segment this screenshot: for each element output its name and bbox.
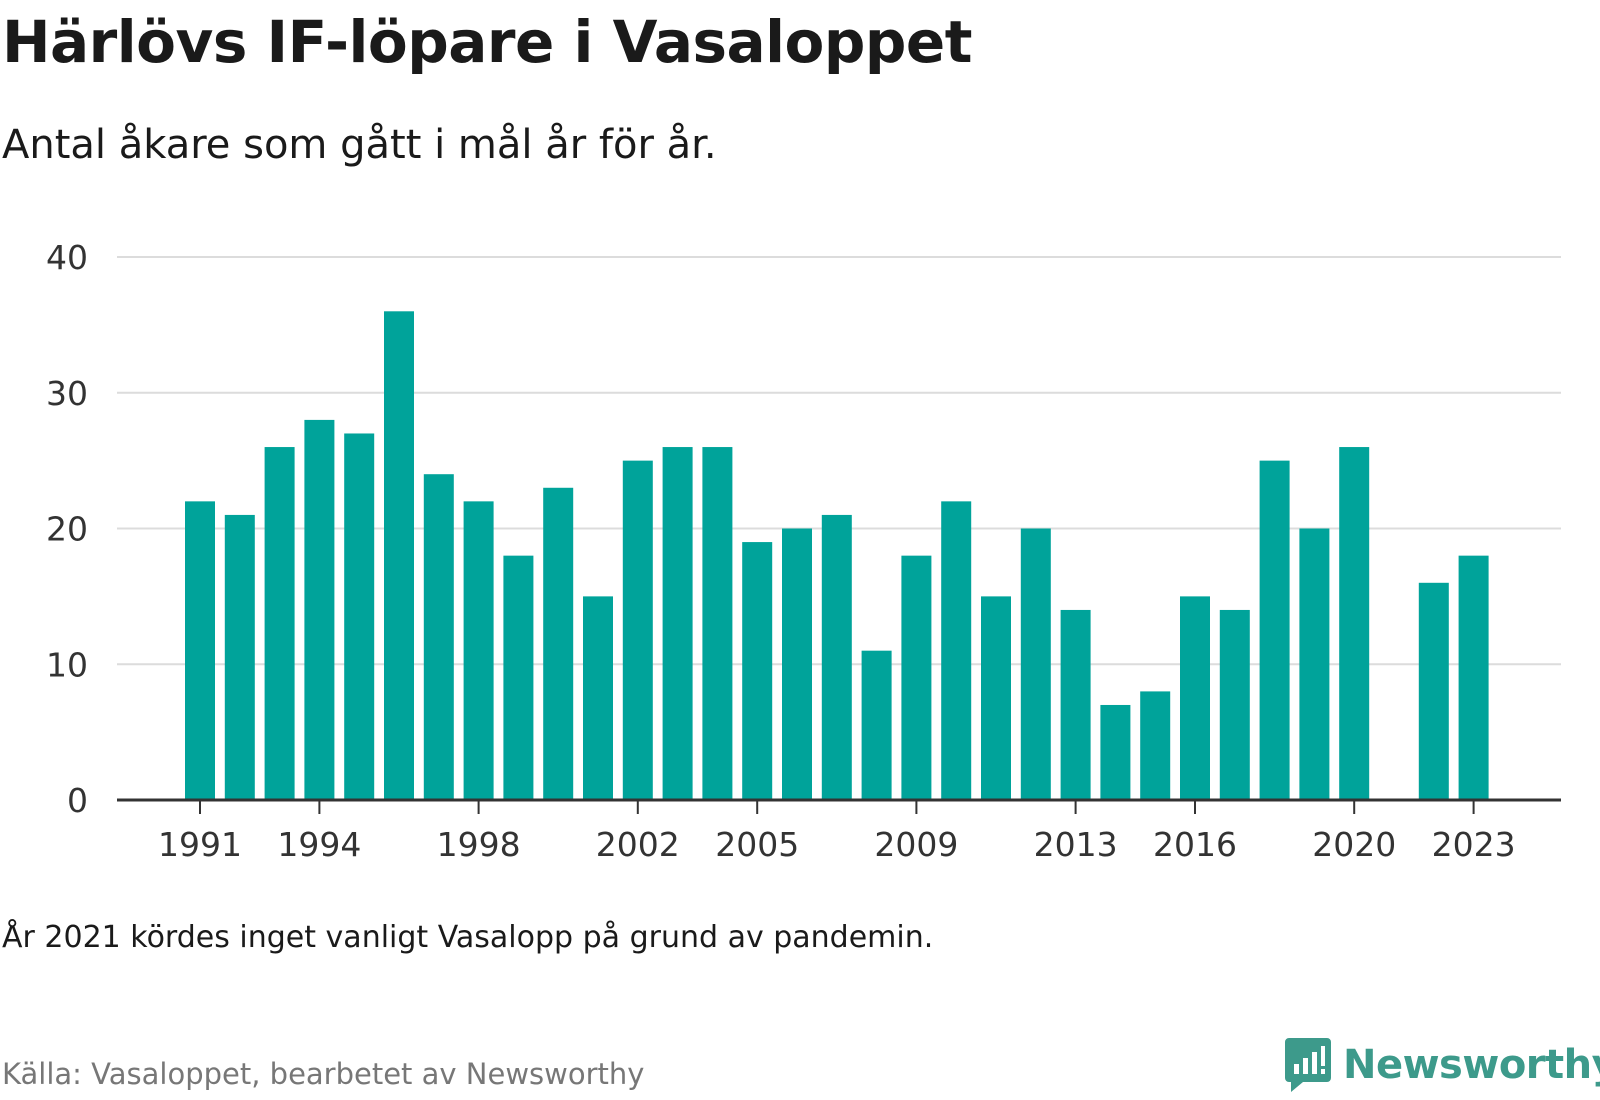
chart-title: Härlövs IF-löpare i Vasaloppet	[2, 8, 972, 76]
bar-2010	[941, 501, 972, 800]
x-tick-label: 2016	[1153, 825, 1237, 864]
x-tick-label: 2002	[596, 825, 680, 864]
x-tick-label: 2020	[1312, 825, 1396, 864]
bar-chart: 0 10 20 30 40 1991 1994 1998 2002 2005 2009 2013 20…	[46, 238, 1561, 864]
bar-2023	[1458, 555, 1489, 800]
x-tick-label: 1994	[277, 825, 361, 864]
newsworthy-logo: Newsworthy	[1283, 1036, 1600, 1094]
bar-2000	[543, 487, 574, 800]
newsworthy-mark-icon	[1285, 1038, 1331, 1092]
y-tick-label: 20	[46, 510, 88, 549]
source-credit: Källa: Vasaloppet, bearbetet av Newswort…	[2, 1057, 645, 1091]
bar-2017	[1219, 609, 1250, 800]
y-axis-labels: 0 10 20 30 40	[46, 238, 88, 820]
brand-name: Newsworthy	[1343, 1042, 1600, 1088]
bar-2013	[1060, 609, 1091, 800]
bar-2009	[901, 555, 932, 800]
x-tick-label: 2023	[1432, 825, 1516, 864]
bar-1995	[344, 433, 375, 800]
bar-2007	[821, 514, 852, 800]
y-tick-label: 40	[46, 238, 88, 277]
chart-subtitle: Antal åkare som gått i mål år för år.	[2, 122, 717, 168]
bar-2003	[662, 447, 693, 800]
y-tick-label: 0	[67, 781, 88, 820]
bar-1998	[463, 501, 494, 800]
x-tick-label: 2005	[715, 825, 799, 864]
bar-2015	[1140, 691, 1171, 800]
bar-1996	[384, 311, 414, 800]
footnote: År 2021 kördes inget vanligt Vasalopp på…	[2, 920, 934, 955]
bar-2019	[1299, 528, 1330, 800]
x-tick-label: 1991	[158, 825, 242, 864]
x-axis-ticks	[199, 800, 1475, 814]
bar-2012	[1020, 528, 1051, 800]
bar-1993	[264, 447, 295, 800]
bar-2014	[1100, 704, 1131, 800]
bar-2018	[1259, 460, 1290, 800]
bar-2006	[782, 528, 812, 800]
x-tick-label: 2009	[874, 825, 958, 864]
bar-2001	[583, 596, 613, 800]
bar-2008	[861, 650, 892, 800]
bar-2016	[1180, 596, 1210, 800]
bar-2002	[622, 460, 653, 800]
bar-1994	[304, 419, 335, 800]
bar-1991	[185, 501, 215, 800]
bar-2005	[742, 542, 773, 800]
y-tick-label: 10	[46, 645, 88, 684]
bars	[185, 311, 1489, 800]
y-tick-label: 30	[46, 374, 88, 413]
x-tick-label: 2013	[1034, 825, 1118, 864]
bar-1992	[224, 514, 255, 800]
bar-2004	[702, 447, 733, 800]
bar-1999	[503, 555, 534, 800]
bar-2011	[981, 596, 1011, 800]
bar-1997	[423, 474, 454, 800]
x-tick-label: 1998	[437, 825, 521, 864]
bar-2022	[1418, 582, 1449, 800]
x-axis-labels: 1991 1994 1998 2002 2005 2009 2013 2016 2020 2023	[158, 825, 1516, 864]
bar-2020	[1339, 447, 1370, 800]
